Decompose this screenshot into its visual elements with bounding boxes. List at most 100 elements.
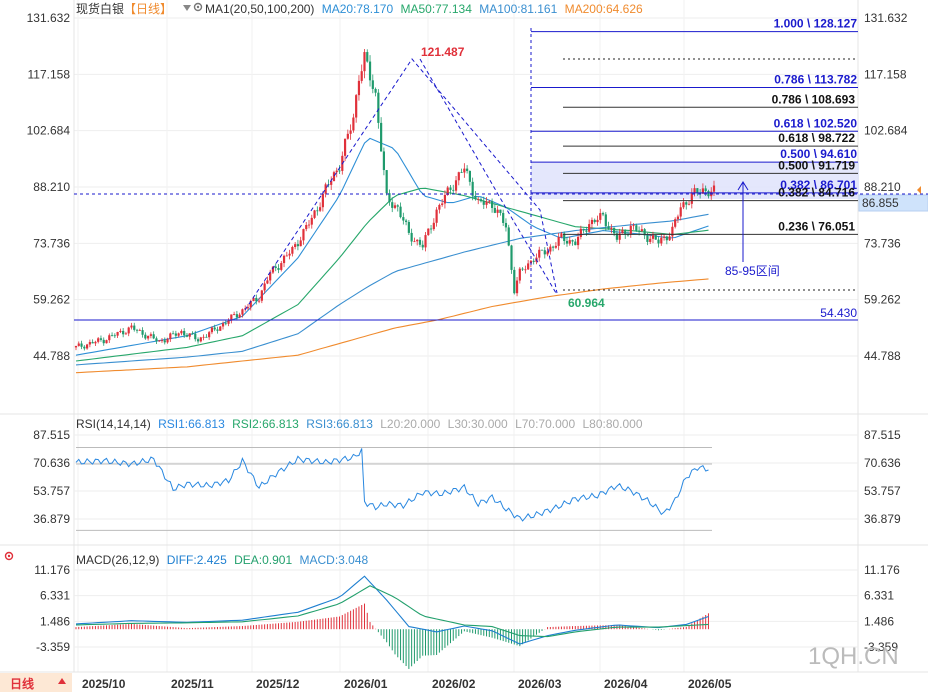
candle-body [310,217,313,225]
rsi-tick-left: 36.879 [33,512,70,526]
candle-body [640,229,643,231]
price-tick-left: 117.158 [28,67,71,81]
chevron-up-icon[interactable] [58,678,66,684]
zigzag-inner [419,58,557,294]
l20-value: L20:20.000 [380,417,440,431]
fib-label-b: 0.382 \ 84.716 [778,186,855,200]
candle-body [712,185,716,192]
period-button-label[interactable]: 日线 [10,676,34,691]
candle-body [108,335,111,341]
candle-body [271,266,275,273]
candle-body [385,170,388,194]
candle-body [202,336,205,338]
gear-icon[interactable] [193,2,203,12]
candle-body [460,172,463,174]
candle-body [701,188,705,194]
macd-params: MACD(26,12,9) [76,553,159,567]
rsi-tick-right: 70.636 [864,456,901,470]
macd-tick-right: 6.331 [864,589,894,603]
candle-body [368,61,372,81]
settings-icon[interactable] [4,551,14,561]
candle-body [238,314,241,318]
price-tick-left: 73.736 [33,236,70,250]
time-tick: 2025/12 [256,677,300,691]
trough-label: 60.964 [568,296,605,310]
candle-body [671,226,674,237]
price-tick-right: 59.262 [864,293,901,307]
candle-body [410,232,413,242]
candle-body [574,241,577,246]
candle-body [668,236,671,241]
candle-body [707,191,710,197]
candle-body [429,228,433,230]
candle-body [610,227,613,230]
candle-body [257,300,261,302]
candle-body [427,228,430,236]
candle-body [563,233,566,241]
period-label[interactable]: 【日线】 [124,2,172,16]
ma-line-ma200 [75,278,709,374]
candle-body [704,188,707,192]
candle-body [524,269,527,271]
candle-body [549,246,552,252]
candle-body [199,337,202,342]
candle-body [418,239,422,245]
macd-dea-line [75,585,709,638]
rsi-line [75,448,709,522]
candle-body [85,344,89,349]
candle-body [601,213,605,215]
candle-body [147,335,150,339]
candle-body [499,209,502,213]
candle-body [596,219,599,223]
support-label: 54.430 [820,306,857,320]
ma-legend: MA1(20,50,100,200) MA20:78.170 MA50:77.1… [205,2,643,16]
candle-body [527,263,530,270]
candle-body [213,327,216,330]
candle-body [113,335,116,337]
candle-body [432,222,435,230]
candle-body [163,340,166,343]
current-price-tag [858,194,928,212]
price-tick-left: 131.632 [27,11,71,25]
fib-label-a: 0.618 \ 102.520 [774,116,858,130]
triangle-down-icon[interactable] [183,5,191,11]
candle-body [299,240,302,247]
rsi-tick-left: 53.757 [33,484,70,498]
rsi3-value: RSI3:66.813 [306,417,373,431]
symbol-label: 现货白银 [76,1,124,16]
l70-value: L70:70.000 [515,417,575,431]
candle-body [674,219,677,227]
legend-main: 现货白银【日线】 [76,1,172,16]
candle-body [543,250,546,255]
fib-label-b: 0.618 \ 98.722 [778,131,855,145]
candle-body [585,230,588,232]
candle-body [624,229,627,235]
candle-body [188,333,191,337]
candle-body [97,338,100,342]
price-tick-right: 44.788 [864,349,901,363]
candle-body [407,221,410,233]
dea-value: DEA:0.901 [234,553,292,567]
peak-label: 121.487 [421,45,465,59]
macd-tick-left: 6.331 [40,589,70,603]
macd-tick-right: 11.176 [864,563,900,577]
candle-body [105,340,108,344]
candle-body [679,207,682,217]
candle-body [177,333,180,336]
period-button[interactable] [0,673,72,692]
ma-line-ma20 [75,137,709,356]
candle-body [657,239,660,244]
candle-body [330,181,333,185]
candle-body [479,199,483,202]
candle-body [133,325,136,330]
candle-body [313,210,316,218]
fib-label-a: 0.500 \ 94.610 [780,147,857,161]
crosshair-icon[interactable] [917,186,921,194]
candle-body [502,212,505,223]
candle-body [246,307,250,309]
candle-body [380,122,383,152]
candle-body [357,80,361,96]
rsi-panel: 87.515 87.515 70.636 70.636 53.757 53.757 36.8… [33,428,901,531]
candle-body [468,170,471,182]
